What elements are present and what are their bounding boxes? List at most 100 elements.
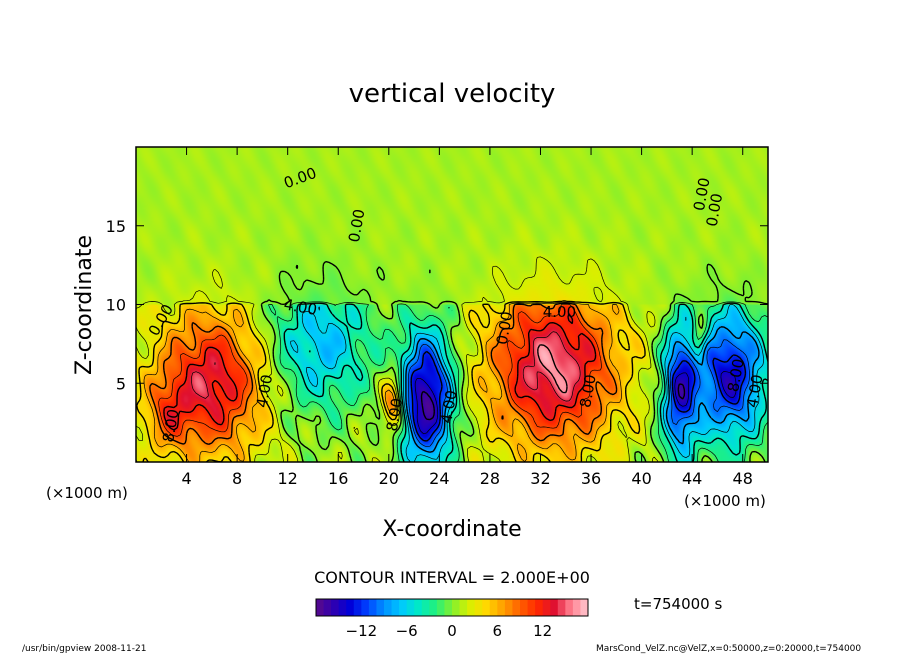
colorbar-bin bbox=[338, 599, 347, 616]
colorbar-bin bbox=[399, 599, 408, 616]
contour-line bbox=[268, 301, 768, 462]
colorbar-bin bbox=[421, 599, 430, 616]
colorbar-frame bbox=[315, 598, 589, 617]
contour-line bbox=[136, 300, 646, 462]
y-axis-ticks: 5 10 15 bbox=[106, 217, 768, 393]
colorbar-bin bbox=[474, 599, 483, 616]
x-tick-label: 28 bbox=[480, 469, 500, 488]
colorbar-bin bbox=[353, 599, 362, 616]
x-tick-label: 24 bbox=[429, 469, 449, 488]
colorbar-bin bbox=[436, 599, 445, 616]
contour-line bbox=[290, 304, 764, 462]
colorbar-bin bbox=[331, 599, 340, 616]
colorbar-bin bbox=[580, 599, 589, 616]
colorbar-bin bbox=[406, 599, 415, 616]
colorbar-tick-label: 12 bbox=[533, 622, 552, 640]
colorbar-bin bbox=[482, 599, 491, 616]
colorbar-ticks: −12 −6 0 6 12 bbox=[346, 622, 553, 640]
contour-labels: 0.008.004.000.000.004.008.00 4.000.00 4.00… bbox=[145, 164, 767, 444]
footer-right: MarsCond_VelZ.nc@VelZ,x=0:50000,z=0:2000… bbox=[596, 644, 861, 654]
contour-line bbox=[407, 339, 750, 448]
contour-label: 4.00 bbox=[253, 373, 277, 409]
time-text: t=754000 s bbox=[634, 595, 722, 613]
colorbar-bin bbox=[512, 599, 521, 616]
colorbar-bin bbox=[557, 599, 566, 616]
footer-left: /usr/bin/gpview 2008-11-21 bbox=[22, 644, 146, 654]
x-unit-label-right: (×1000 m) bbox=[684, 492, 766, 510]
x-tick-label: 16 bbox=[328, 469, 348, 488]
contour-line bbox=[163, 313, 597, 431]
x-unit-label-left: (×1000 m) bbox=[46, 484, 128, 502]
contour-lines bbox=[136, 256, 768, 462]
colorbar-bin bbox=[361, 599, 370, 616]
colorbar-bin bbox=[565, 599, 574, 616]
contour-label: 4.00 bbox=[743, 373, 767, 409]
x-tick-label: 48 bbox=[733, 469, 753, 488]
colorbar-tick-label: 6 bbox=[493, 622, 503, 640]
x-tick-label: 44 bbox=[682, 469, 702, 488]
x-tick-label: 4 bbox=[181, 469, 191, 488]
colorbar-bin bbox=[323, 599, 332, 616]
x-axis-ticks: 4 8 12 16 20 24 28 32 36 40 44 48 bbox=[181, 147, 753, 488]
contour-line bbox=[143, 301, 622, 462]
colorbar-bin bbox=[391, 599, 400, 616]
contour-label: 8.00 bbox=[724, 357, 748, 393]
contour-label: 4.00 bbox=[543, 303, 576, 321]
colorbar-bin bbox=[504, 599, 513, 616]
x-axis-label: X-coordinate bbox=[382, 517, 521, 542]
colorbar-bin bbox=[346, 599, 355, 616]
contour-interval-text: CONTOUR INTERVAL = 2.000E+00 bbox=[314, 568, 590, 587]
contour-label: 0.00 bbox=[493, 310, 517, 346]
contour-label: 0.00 bbox=[690, 176, 714, 212]
colorbar-bin bbox=[429, 599, 438, 616]
colorbar-bin bbox=[489, 599, 498, 616]
colorbar-bin bbox=[452, 599, 460, 616]
x-tick-label: 32 bbox=[530, 469, 550, 488]
x-tick-label: 12 bbox=[278, 469, 298, 488]
y-tick-label: 10 bbox=[106, 296, 126, 315]
colorbar-bin bbox=[414, 599, 423, 616]
colorbar-bin bbox=[497, 599, 506, 616]
contour-line bbox=[414, 371, 737, 435]
contour-line bbox=[410, 350, 747, 442]
colorbar-tick-label: −12 bbox=[346, 622, 378, 640]
contour-label: 8.00 bbox=[159, 408, 183, 444]
contour-line bbox=[149, 302, 618, 445]
colorbar-bin bbox=[550, 599, 559, 616]
heatmap-field: 0.008.004.000.000.004.008.00 4.000.00 4.00… bbox=[136, 147, 768, 462]
colorbar-bin bbox=[467, 599, 476, 616]
contour-label: 8.00 bbox=[383, 397, 407, 433]
y-tick-label: 15 bbox=[106, 217, 126, 236]
colorbar-bin bbox=[535, 599, 544, 616]
colorbar-bin bbox=[520, 599, 528, 616]
contour-label: 0.00 bbox=[345, 208, 369, 244]
colorbar-bin bbox=[376, 599, 385, 616]
contour-line bbox=[158, 303, 602, 437]
contour-line bbox=[260, 260, 768, 462]
x-tick-label: 36 bbox=[581, 469, 601, 488]
contour-label: 4.00 bbox=[437, 389, 461, 425]
colorbar-bin bbox=[444, 599, 453, 616]
contour-label: 8.00 bbox=[576, 373, 600, 409]
colorbar-tick-label: −6 bbox=[396, 622, 418, 640]
colorbar-tick-label: 0 bbox=[447, 622, 457, 640]
contour-line bbox=[191, 331, 581, 402]
x-tick-label: 40 bbox=[631, 469, 651, 488]
chart-title: vertical velocity bbox=[349, 79, 556, 109]
contour-label: 4.00 bbox=[282, 295, 318, 319]
contour-label: 0.00 bbox=[703, 192, 727, 228]
x-tick-label: 20 bbox=[379, 469, 399, 488]
contour-line bbox=[405, 326, 760, 453]
colorbar-bin bbox=[384, 599, 392, 616]
colorbar bbox=[315, 598, 589, 617]
colorbar-bin bbox=[572, 599, 581, 616]
contour-line bbox=[420, 383, 686, 421]
colorbar-bin bbox=[542, 599, 551, 616]
x-tick-label: 8 bbox=[232, 469, 242, 488]
colorbar-bin bbox=[316, 599, 324, 616]
colorbar-bin bbox=[527, 599, 536, 616]
colorbar-bin bbox=[459, 599, 468, 616]
y-tick-label: 5 bbox=[116, 374, 126, 393]
y-axis-label: Z-coordinate bbox=[72, 235, 97, 375]
